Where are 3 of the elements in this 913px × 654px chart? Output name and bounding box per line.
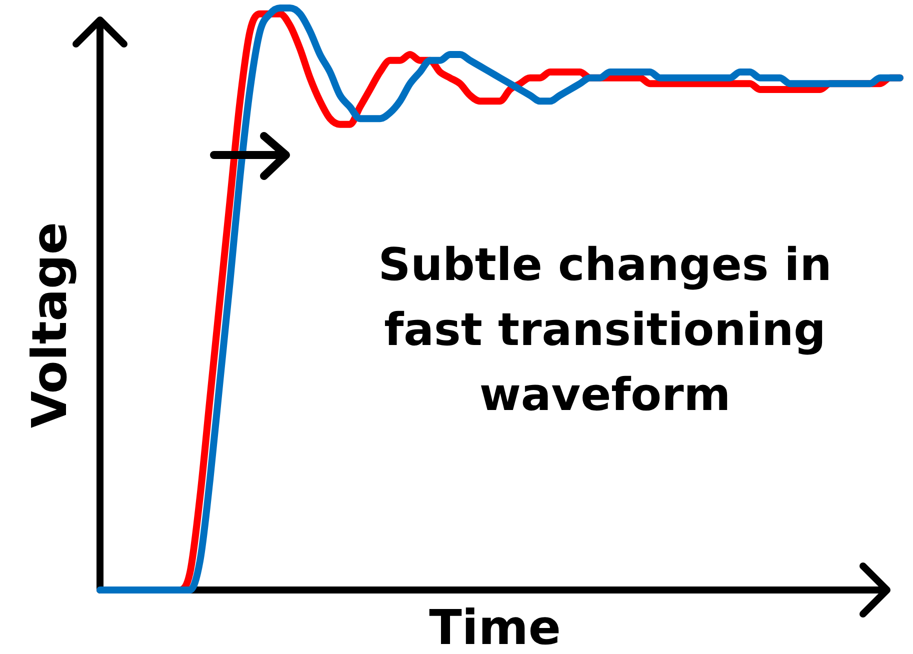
y-axis-title: Voltage xyxy=(22,222,78,428)
x-axis-title: Time xyxy=(429,600,561,654)
annotation: Subtle changes in fast transitioning waveform xyxy=(377,237,833,423)
